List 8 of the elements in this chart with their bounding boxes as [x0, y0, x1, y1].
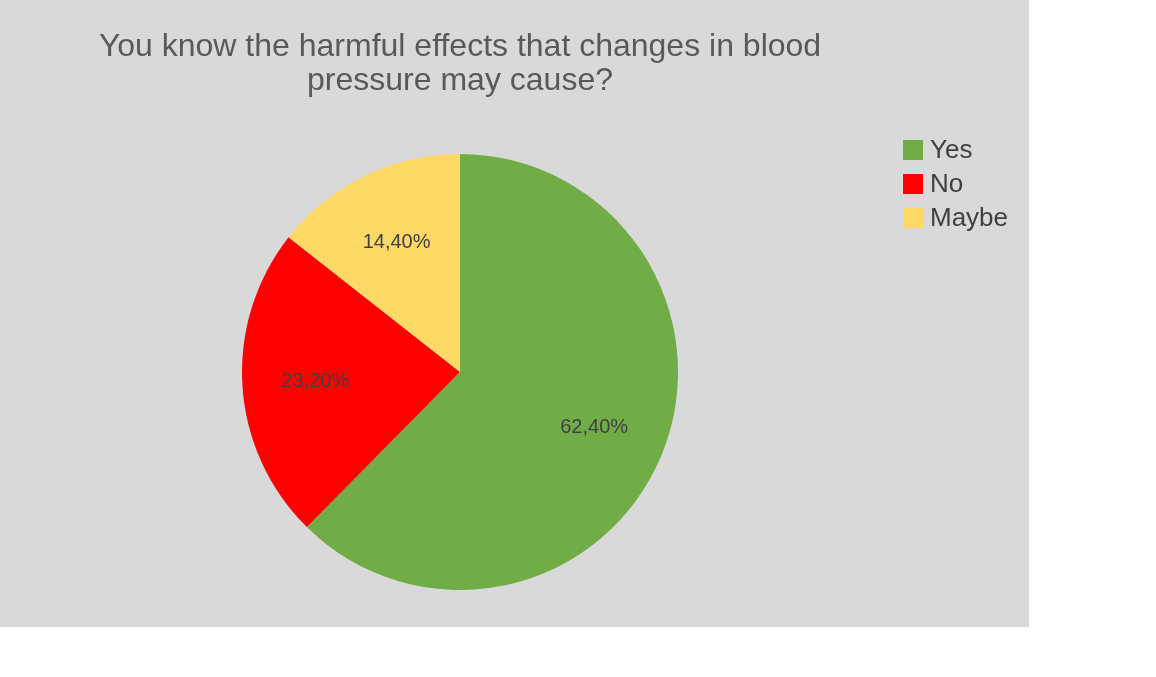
chart-title: You know the harmful effects that changes in blood pressure may cause? [98, 27, 822, 97]
data-label: 23,20% [281, 369, 350, 392]
data-label: 14,40% [362, 229, 431, 252]
legend-label: Yes [930, 134, 973, 164]
legend-label: No [930, 168, 964, 198]
data-label: 62,40% [560, 415, 629, 438]
pie-slice [288, 154, 460, 372]
legend-label: Maybe [930, 202, 1009, 232]
